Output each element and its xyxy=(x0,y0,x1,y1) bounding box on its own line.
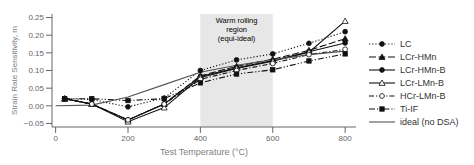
html-text:Ti-IF: Ti-IF xyxy=(400,103,419,114)
svg-text:400: 400 xyxy=(194,134,208,143)
svg-text:200: 200 xyxy=(121,134,135,143)
svg-text:Warm rollingregion(equi-ideal): Warm rollingregion(equi-ideal) xyxy=(216,16,258,43)
svg-text:600: 600 xyxy=(266,134,280,143)
svg-text:−0.05: −0.05 xyxy=(24,119,45,128)
svg-text:800: 800 xyxy=(338,134,352,143)
svg-text:0: 0 xyxy=(53,134,58,143)
svg-text:0.20: 0.20 xyxy=(28,31,44,40)
svg-text:Strain Rate Sensitivity, m: Strain Rate Sensitivity, m xyxy=(10,26,19,115)
svg-text:0.00: 0.00 xyxy=(28,102,44,111)
svg-text:0.10: 0.10 xyxy=(28,66,44,75)
svg-text:Test Temperature (°C): Test Temperature (°C) xyxy=(160,147,248,157)
svg-text:0.15: 0.15 xyxy=(28,49,44,58)
html-text:LCr-LMn-B: LCr-LMn-B xyxy=(400,77,444,88)
html-text:HCr-LMn-B: HCr-LMn-B xyxy=(400,90,446,101)
html-text:LC: LC xyxy=(400,38,412,49)
html-text:LCr-HMn-B: LCr-HMn-B xyxy=(400,64,446,75)
svg-text:0.05: 0.05 xyxy=(28,84,44,93)
html-text:ideal (no DSA): ideal (no DSA) xyxy=(400,116,459,127)
svg-text:0.25: 0.25 xyxy=(28,13,44,22)
html-text:LCr-HMn: LCr-HMn xyxy=(400,51,437,62)
